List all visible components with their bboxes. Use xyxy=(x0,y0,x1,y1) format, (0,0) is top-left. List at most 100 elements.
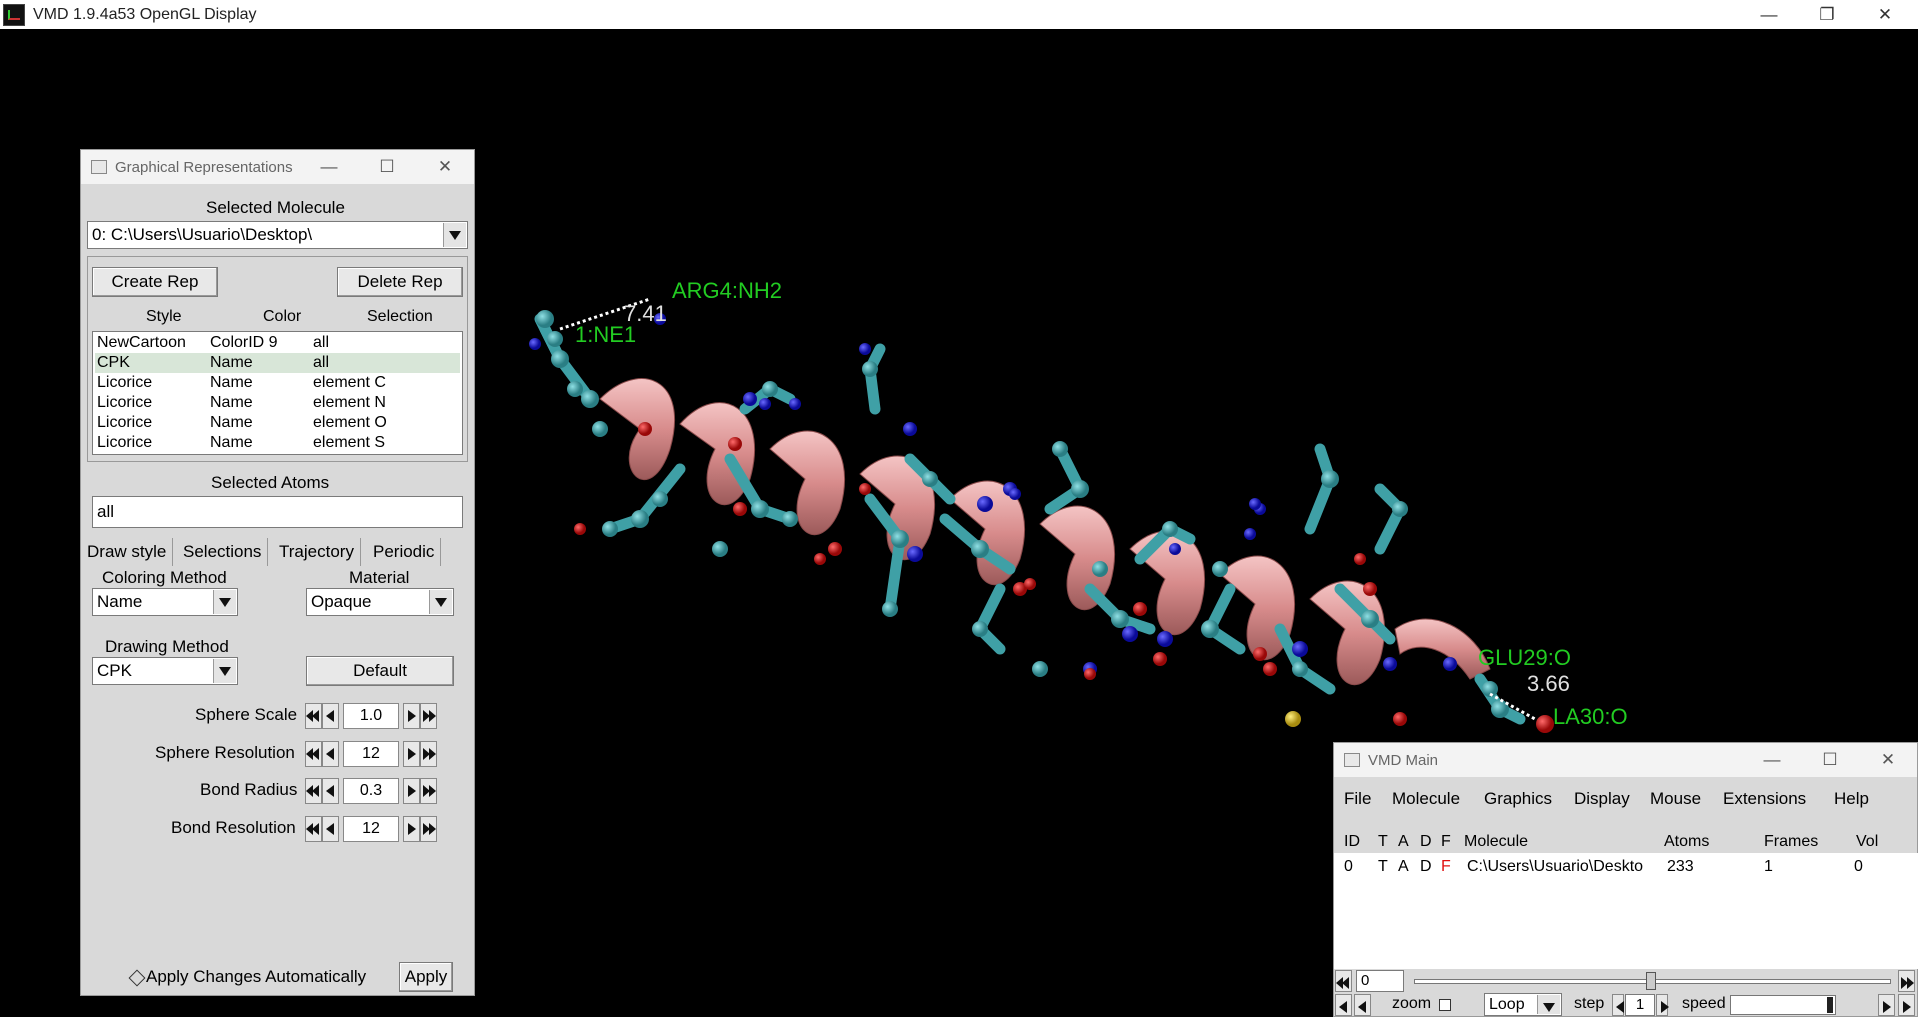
sphere-scale-label: Sphere Scale xyxy=(195,705,298,724)
maximize-icon[interactable]: ☐ xyxy=(1822,750,1838,769)
label-arg4-nh2: ARG4:NH2 xyxy=(672,278,782,303)
bond-resolution-label: Bond Resolution xyxy=(171,818,296,837)
double-right-arrow-icon[interactable] xyxy=(420,816,437,842)
speed-slider-handle[interactable] xyxy=(1827,997,1833,1013)
double-left-arrow-icon[interactable] xyxy=(305,778,322,804)
coloring-method-select[interactable]: Name xyxy=(92,588,238,616)
rep-row[interactable]: Licorice Name element O xyxy=(97,414,387,431)
molecule-list-header: ID T A D F Molecule Atoms Frames Vol xyxy=(1344,833,1879,850)
menu-display[interactable]: Display xyxy=(1574,789,1630,808)
menu-extensions[interactable]: Extensions xyxy=(1723,789,1807,808)
double-left-arrow-icon[interactable] xyxy=(305,816,322,842)
apply-button[interactable]: Apply xyxy=(399,962,453,992)
create-rep-button[interactable]: Create Rep xyxy=(92,267,218,297)
left-arrow-icon[interactable] xyxy=(322,703,339,729)
playback-controls: zoom Loop step 1 speed xyxy=(1334,993,1918,1017)
bond-radius-spinner: 0.3 xyxy=(305,778,457,806)
cpk-atoms xyxy=(529,310,1554,733)
chevron-down-icon[interactable] xyxy=(429,590,452,614)
speed-slider[interactable] xyxy=(1730,995,1836,1015)
material-label: Material xyxy=(349,568,410,587)
maximize-icon[interactable]: ☐ xyxy=(379,157,395,176)
right-arrow-icon[interactable] xyxy=(403,816,420,842)
step-down-icon[interactable] xyxy=(1612,994,1624,1016)
menu-molecule[interactable]: Molecule xyxy=(1392,789,1461,808)
rep-row[interactable]: Licorice Name element S xyxy=(97,434,386,451)
chevron-down-icon[interactable] xyxy=(213,659,236,683)
tab-trajectory[interactable]: Trajectory xyxy=(273,538,361,566)
rep-row[interactable]: NewCartoon ColorID 9 all xyxy=(97,334,330,351)
left-arrow-icon[interactable] xyxy=(322,778,339,804)
molecule-select[interactable]: 0: C:\Users\Usuario\Desktop\ xyxy=(87,221,468,249)
tab-periodic[interactable]: Periodic xyxy=(367,538,442,566)
menu-graphics[interactable]: Graphics xyxy=(1484,789,1553,808)
sphere-resolution-spinner: 12 xyxy=(305,741,457,769)
molecule-row[interactable]: 0 T A D F C:\Users\Usuario\Deskto 233 1 … xyxy=(1344,858,1863,875)
close-icon[interactable]: ✕ xyxy=(437,157,453,176)
rep-row[interactable]: Licorice Name element C xyxy=(97,374,386,391)
right-arrow-icon[interactable] xyxy=(403,741,420,767)
graphrep-titlebar[interactable]: Graphical Representations — ☐ ✕ xyxy=(81,150,474,184)
step-input[interactable]: 1 xyxy=(1625,994,1655,1016)
right-arrow-icon[interactable] xyxy=(403,778,420,804)
default-button[interactable]: Default xyxy=(306,656,454,686)
frame-slider-handle[interactable] xyxy=(1646,972,1656,990)
vmdmain-titlebar[interactable]: VMD Main — ☐ ✕ xyxy=(1334,743,1917,777)
apply-auto-label[interactable]: Apply Changes Automatically xyxy=(146,967,367,986)
minimize-icon[interactable]: — xyxy=(1763,750,1781,769)
play-reverse-icon[interactable] xyxy=(1354,994,1371,1016)
selected-atoms-input[interactable]: all xyxy=(92,496,463,528)
chevron-down-icon[interactable] xyxy=(1537,995,1560,1014)
sphere-resolution-value[interactable]: 12 xyxy=(343,741,399,767)
double-right-arrow-icon[interactable] xyxy=(420,703,437,729)
tab-bar: Draw style Selections Trajectory Periodi… xyxy=(81,538,476,568)
tab-selections[interactable]: Selections xyxy=(177,538,269,566)
menu-mouse[interactable]: Mouse xyxy=(1650,789,1702,808)
double-left-arrow-icon[interactable] xyxy=(305,741,322,767)
molecule-select-value: 0: C:\Users\Usuario\Desktop\ xyxy=(92,225,313,244)
step-back-icon[interactable] xyxy=(1335,994,1352,1016)
minimize-icon[interactable]: — xyxy=(1760,5,1778,24)
rep-row[interactable]: Licorice Name element N xyxy=(97,394,386,411)
sphere-scale-value[interactable]: 1.0 xyxy=(343,703,399,729)
right-arrow-icon[interactable] xyxy=(403,703,420,729)
loop-select[interactable]: Loop xyxy=(1484,993,1562,1016)
left-arrow-icon[interactable] xyxy=(322,741,339,767)
minimize-icon[interactable]: — xyxy=(320,157,338,176)
menu-file[interactable]: File xyxy=(1344,789,1372,808)
zoom-checkbox[interactable] xyxy=(1439,999,1451,1011)
apply-auto-radio-icon[interactable] xyxy=(128,969,146,987)
close-icon[interactable]: ✕ xyxy=(1880,750,1896,769)
left-arrow-icon[interactable] xyxy=(322,816,339,842)
goto-start-icon[interactable] xyxy=(1335,970,1352,992)
menu-help[interactable]: Help xyxy=(1834,789,1869,808)
molecule-render[interactable]: ARG4:NH2 7.41 1:NE1 GLU29:O 3.66 LA30:O xyxy=(0,29,1918,1017)
double-left-arrow-icon[interactable] xyxy=(305,703,322,729)
frame-input[interactable]: 0 xyxy=(1356,970,1404,992)
col-color: Color xyxy=(263,308,302,325)
atom-labels: ARG4:NH2 7.41 1:NE1 GLU29:O 3.66 LA30:O xyxy=(575,278,1628,729)
vmd-main-window: VMD Main — ☐ ✕ File Molecule Graphics Di… xyxy=(1333,742,1918,1017)
bond-radius-label: Bond Radius xyxy=(200,780,298,799)
double-right-arrow-icon[interactable] xyxy=(420,741,437,767)
drawing-method-select[interactable]: CPK xyxy=(92,657,238,685)
bond-radius-value[interactable]: 0.3 xyxy=(343,778,399,804)
goto-end-icon[interactable] xyxy=(1898,970,1915,992)
chevron-down-icon[interactable] xyxy=(443,223,466,247)
step-forward-icon[interactable] xyxy=(1898,994,1915,1016)
material-select[interactable]: Opaque xyxy=(306,588,454,616)
step-up-icon[interactable] xyxy=(1656,994,1669,1016)
play-forward-icon[interactable] xyxy=(1878,994,1895,1016)
graphrep-title: Graphical Representations xyxy=(115,158,293,176)
restore-icon[interactable]: ❐ xyxy=(1819,5,1835,24)
delete-rep-button[interactable]: Delete Rep xyxy=(337,267,463,297)
double-right-arrow-icon[interactable] xyxy=(420,778,437,804)
opengl-display[interactable]: ARG4:NH2 7.41 1:NE1 GLU29:O 3.66 LA30:O xyxy=(0,29,1918,1017)
close-icon[interactable]: ✕ xyxy=(1877,5,1893,24)
label-ala30-o: LA30:O xyxy=(1553,704,1628,729)
tab-draw-style[interactable]: Draw style xyxy=(81,538,174,566)
rep-row-selected[interactable]: CPK Name all xyxy=(95,353,460,373)
chevron-down-icon[interactable] xyxy=(213,590,236,614)
label-distance-2: 3.66 xyxy=(1527,671,1570,696)
bond-resolution-value[interactable]: 12 xyxy=(343,816,399,842)
